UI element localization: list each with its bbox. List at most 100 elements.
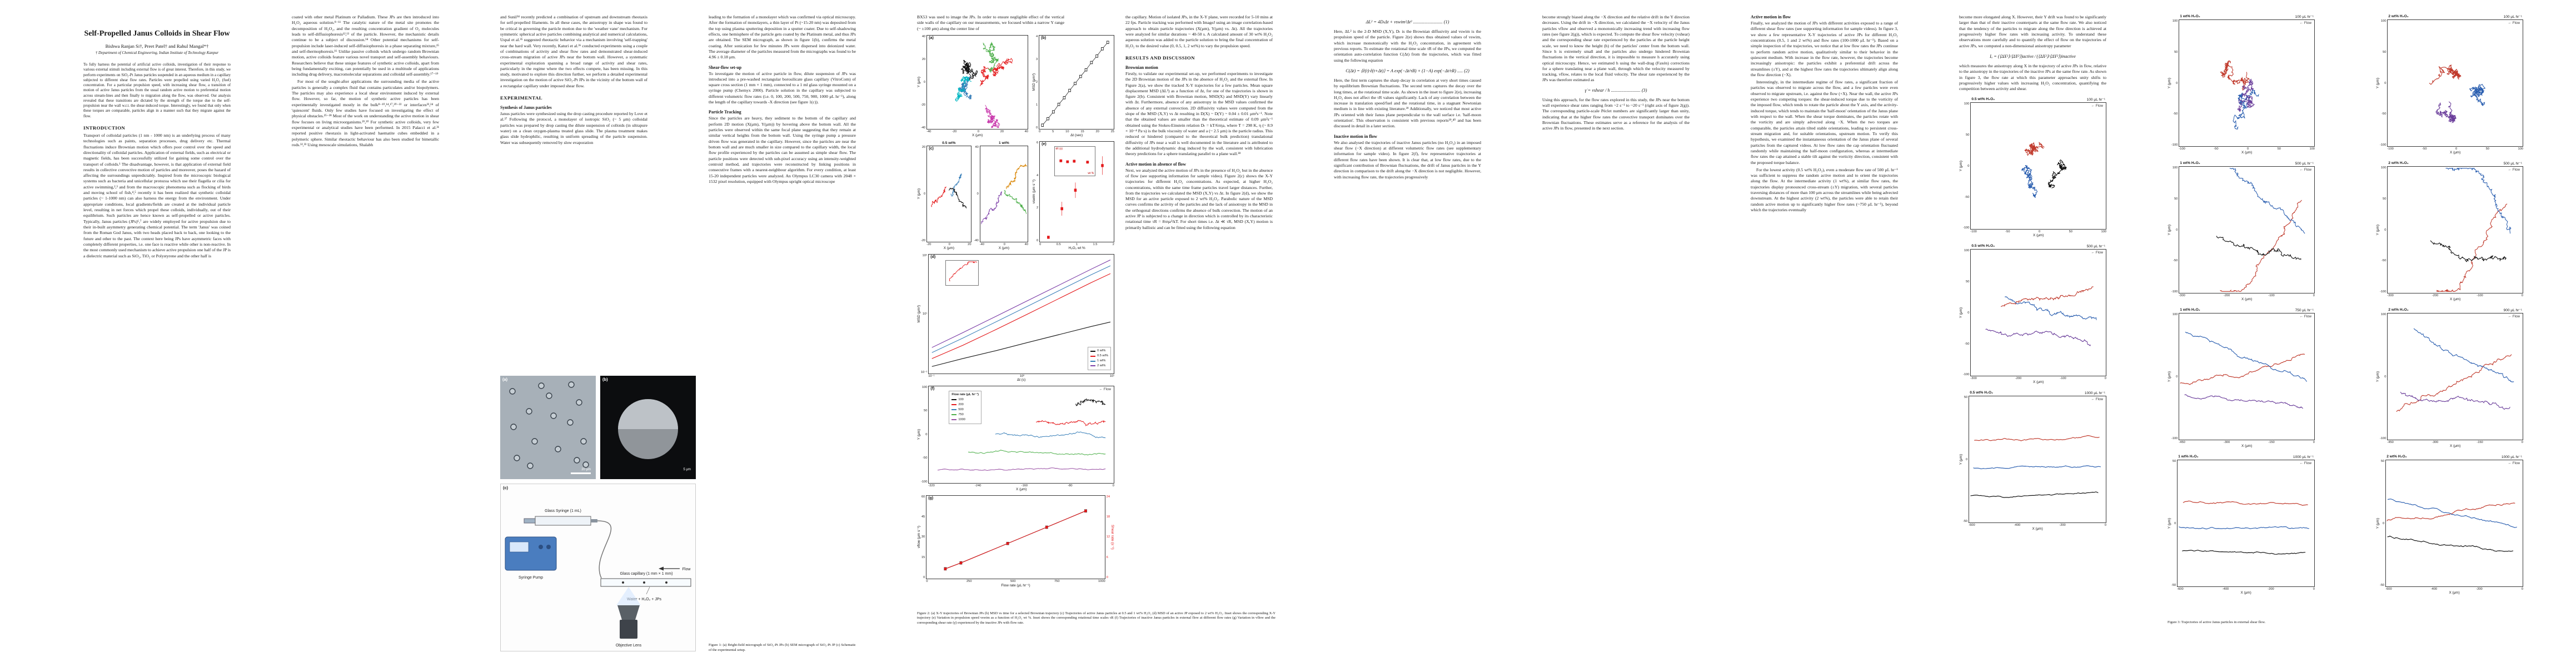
fig3-panel-1: 0.5 wt% H₂O₂ 100 μL hr⁻¹ Y (μm) 100 50 0 -50… [1959,97,2106,237]
paragraph: Firstly, to validate our experimental se… [1125,71,1273,157]
trajectory-plot [2021,142,2067,198]
paragraph: which measures the anisotropy along X in… [1959,63,2106,92]
x-ticks: -320 -240 -160 -80 0 [928,484,1114,487]
flow-arrow-icon: ← [2508,21,2512,25]
title-block: Self-Propelled Janus Colloids in Shear F… [83,29,231,55]
y-axis-label: Y (μm) [2168,371,2171,382]
y-axis-label: Y (μm) [1959,454,1963,465]
y-axis-label: MSD (μm²) [1032,73,1036,91]
trajectory-plot [1970,435,2101,499]
panel-tag: (e) [1042,142,1047,146]
flow-annotation: ← Flow [2091,397,2103,401]
paragraph: become strongly biased along the −X dire… [1542,14,1690,83]
flow-arrow-icon: ← [2299,168,2303,172]
y-axis-label: vswim (μm s⁻¹) [1032,180,1036,204]
plot-frame: ← Flow [2179,19,2315,147]
flow-arrow-icon: ← [2299,21,2303,25]
x-ticks: -300 -200 -100 0 [2387,294,2523,297]
flow-arrow-icon: ← [2091,397,2095,402]
legend-label: 0.5 wt% [1097,354,1108,358]
panel-conc-label: 0.5 wt% H₂O₂ [1971,97,1995,102]
legend-label: 1000 [958,417,965,421]
flow-annotation: ← Flow [2508,21,2520,25]
trajectory-plot [1985,286,2097,347]
fig3-panel-10: 2 wt% H₂O₂ 900 μL hr⁻¹ Y (μm) 100 0 -100 ← F… [2376,308,2523,448]
column-9: Active motion in flow Finally, we analyz… [1751,14,1898,654]
y-ticks: 100 50 0 -50 -100 [1963,249,1970,377]
y-ticks: 100 0 -100 [2171,313,2178,440]
fig2-panel-c1: 0.5 wt% Y (μm) 20 0 -20 (c) -20 0 20 X (μm) [917,141,971,250]
experimental-schematic: Syringe Pump Glass Syringe (1 mL) Glass … [500,484,696,651]
legend-swatch [951,404,957,406]
schematic-drawing: Syringe Pump Glass Syringe (1 mL) Glass … [505,509,691,648]
x-axis-label: H₂O₂ wt % [1068,246,1085,250]
x-axis-label: X (μm) [943,246,955,250]
flow-rate-legend: Flow rate (μL hr⁻¹) 100 200 500 750 1000 [949,390,981,424]
anisotropy-parameter-equation: Iₐ = (⟨ΔX²⟩/⟨ΔY²⟩)active ∕ (⟨ΔX²⟩/⟨ΔY²⟩)… [1990,53,2076,59]
legend-item: 2 wt% [1090,364,1108,369]
column-2: coated with other metal Platinum or Pall… [292,14,439,654]
flow-arrow-icon [659,566,680,571]
section-heading-experimental: EXPERIMENTAL [500,95,542,101]
tau-r-plot [1059,159,1089,164]
active-trajectories-05wt [931,173,967,209]
micrograph-image [500,376,596,479]
legend-swatch [951,419,957,421]
x-ticks: -40 0 40 [979,242,1028,246]
x-axis-label: X (μm) [1016,487,1027,491]
x-ticks: 0 0.5 1 1.5 2 [1039,242,1114,246]
x-ticks: 10⁻¹ 10⁰ 10¹ [928,374,1114,378]
panel-rate-label: 1000 μL hr⁻¹ [2293,455,2314,459]
paragraph: become more elongated along X. However, … [1959,14,2106,48]
plot-frame: ← Flow [1970,102,2106,230]
plot-frame: ← Flow [2179,313,2315,440]
column-8: become strongly biased along the −X dire… [1542,14,1690,654]
x-ticks: -100 -50 0 50 100 [2387,147,2523,151]
flow-label: Flow [2095,251,2103,255]
sem-micrograph: (b) 5 μm [600,376,696,479]
panel-tag: (g) [928,496,934,500]
paragraph: We also analysed the trajectories of ina… [1334,140,1481,180]
x-ticks: 0 250 500 750 1000 [926,579,1105,583]
panel-conc-label: 2 wt% H₂O₂ [2388,14,2409,18]
y-axis-label: Y (μm) [917,77,921,88]
plot-frame: (c) [926,145,971,242]
x-axis-label: X (μm) [2241,444,2253,448]
fig3-panel-7: 1 wt% H₂O₂ 1000 μL hr⁻¹ Y (μm) 50 0 -50 ← Fl… [2168,455,2315,595]
y-axis-label: Y (μm) [1959,161,1963,172]
flow-label: Flow [682,568,691,571]
legend-swatch [951,399,957,401]
equation-2: C(Δt) = ⟨ê(t)·ê(t+Δt)⟩ = A exp(−Δt/τB) +… [1346,68,1469,73]
fig3-panel-5: 1 wt% H₂O₂ 500 μL hr⁻¹ Y (μm) 100 50 0 -50 -1… [2168,161,2315,301]
legend-swatch [951,409,957,411]
panel-tag: (a) [929,36,934,40]
legend-title: Flow rate (μL hr⁻¹) [951,392,979,396]
panel-tag: (f) [930,386,935,391]
inset-y-label: τR (s) [1055,147,1063,151]
capillary [600,578,691,587]
panel-title: 1 wt% [999,141,1009,145]
panel-conc-label: 0.5 wt% H₂O₂ [1971,244,1995,248]
abstract: To fully harness the potential of artifi… [83,63,231,118]
inset-x-label: wt % [1088,171,1094,175]
paragraph: Here, the first term captures the sharp … [1334,77,1481,129]
x-axis-label: X (μm) [2450,444,2461,448]
fig3-panel-6: 1 wt% H₂O₂ 750 μL hr⁻¹ Y (μm) 100 0 -100 ← F… [2168,308,2315,448]
fig2-panel-g: vflow (μm s⁻¹) 60 45 30 15 0 (g) 24 18 12 6 0 Sh… [917,495,1114,588]
plot-frame: ← Flow [1970,249,2106,377]
tau-r-inset: τR (s) wt % [1054,146,1096,176]
msd-brownian-plot [1041,41,1109,127]
y-axis-label: Y (μm) [2168,224,2171,236]
paragraph: Next, we analyzed the active motion of J… [1125,167,1273,230]
panel-rate-label: 100 μL hr⁻¹ [2086,98,2105,102]
x-axis-label: X (μm) [2032,527,2043,531]
vswim-plot [1047,156,1104,239]
panel-conc-label: 2 wt% H₂O₂ [2386,455,2407,459]
y-ticks: 40 20 0 -20 -40 [921,34,926,130]
y-axis-label: Y (μm) [2168,517,2171,529]
panel-rate-label: 1000 μL hr⁻¹ [2501,455,2522,459]
flow-label: Flow [2304,21,2311,25]
figure-2-caption: Figure 2: (a) X-Y trajectories of Browni… [917,611,1275,625]
